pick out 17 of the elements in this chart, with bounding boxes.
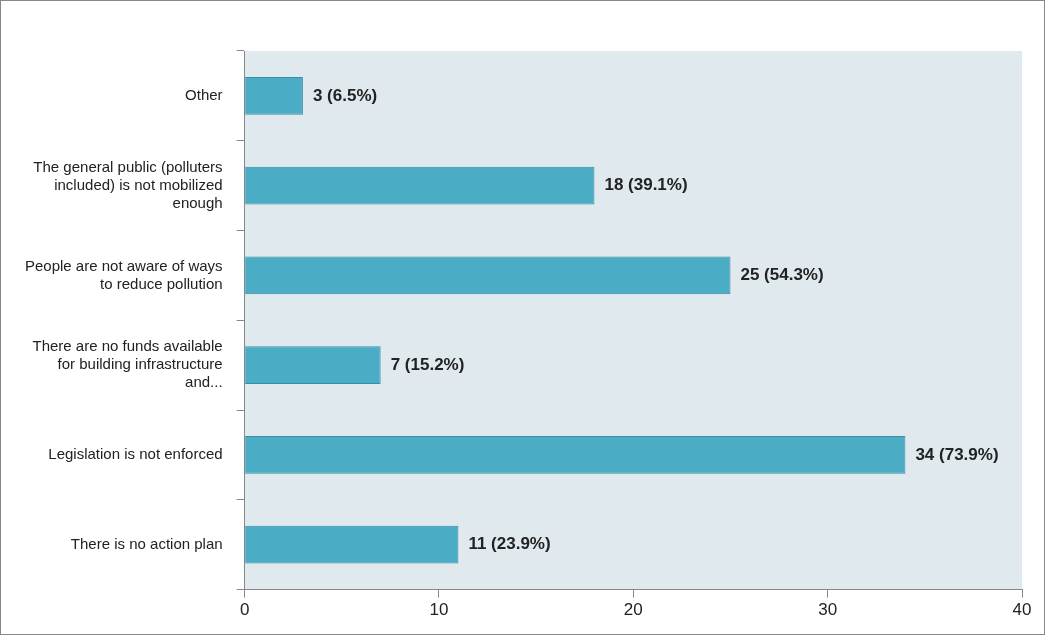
y-tick-label: The general public (polluters included) is not mobilized enough bbox=[33, 157, 223, 211]
data-label: 34 (73.9%) bbox=[915, 444, 999, 464]
x-tick-label: 30 bbox=[818, 600, 838, 620]
x-tick-label: 40 bbox=[1012, 600, 1032, 620]
data-label: 11 (23.9%) bbox=[468, 534, 551, 554]
x-tick-label: 0 bbox=[239, 600, 250, 620]
y-tick-label: There are no funds available for building infrastructure and... bbox=[32, 337, 223, 391]
y-tick-label: There is no action plan bbox=[70, 534, 223, 552]
data-label: 7 (15.2%) bbox=[390, 354, 465, 374]
x-tick-label: 10 bbox=[429, 600, 449, 620]
data-label: 25 (54.3%) bbox=[740, 265, 824, 285]
data-label: 3 (6.5%) bbox=[312, 85, 378, 105]
y-tick-label: Legislation is not enforced bbox=[48, 445, 223, 463]
data-label: 18 (39.1%) bbox=[604, 175, 688, 195]
y-tick-label: People are not aware of ways to reduce pollution bbox=[24, 256, 223, 292]
y-tick-label: Other bbox=[185, 86, 223, 104]
x-tick-label: 20 bbox=[623, 600, 643, 620]
